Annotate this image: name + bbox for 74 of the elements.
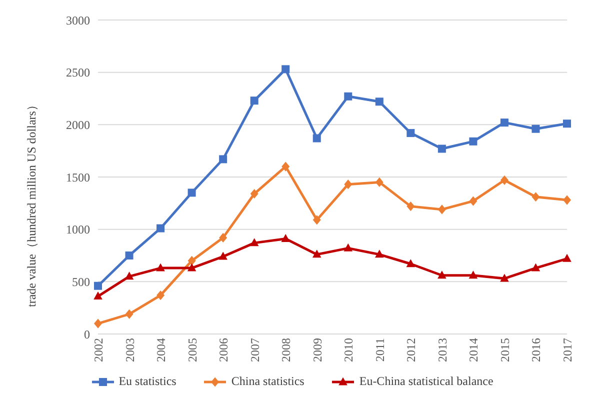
x-tick-label: 2012	[404, 338, 418, 362]
point	[375, 250, 384, 258]
point	[468, 270, 478, 279]
point	[406, 202, 415, 212]
point	[469, 196, 478, 206]
point	[531, 263, 540, 272]
point	[344, 180, 352, 190]
x-tick-label: 2007	[248, 338, 262, 362]
x-tick-label: 2014	[466, 338, 481, 362]
y-tick-label: 500	[72, 274, 90, 289]
point	[406, 129, 415, 138]
point	[219, 232, 228, 243]
point	[250, 96, 258, 105]
point	[375, 177, 384, 188]
x-tick-label: 2002	[92, 338, 106, 362]
point	[218, 252, 228, 260]
point	[375, 98, 384, 106]
point	[406, 259, 416, 268]
point	[500, 274, 509, 282]
y-tick-label: 3000	[66, 13, 90, 28]
point	[563, 120, 571, 128]
y-axis-title: trade value（hundred million US dollars）	[24, 99, 38, 307]
y-tick-label: 2000	[66, 118, 90, 132]
x-tick-label: 2008	[279, 338, 294, 362]
point	[438, 204, 446, 214]
point	[312, 250, 322, 258]
point	[282, 162, 290, 172]
point	[156, 290, 165, 300]
point	[532, 192, 540, 202]
point	[438, 270, 446, 279]
point	[563, 195, 571, 205]
x-tick-label: 2016	[529, 338, 544, 362]
point	[156, 224, 165, 232]
point	[344, 92, 352, 100]
x-tick-label: 2015	[498, 338, 512, 362]
point	[469, 137, 478, 146]
y-tick-label: 0	[84, 327, 90, 342]
y-tick-label: 1000	[66, 222, 90, 237]
y-tick-label: 1500	[66, 170, 90, 184]
x-tick-label: 2004	[154, 338, 168, 362]
point	[438, 144, 446, 153]
point	[188, 256, 196, 266]
point	[500, 118, 508, 127]
point	[125, 309, 134, 319]
point	[562, 254, 572, 262]
point	[500, 175, 508, 185]
y-tick-label: 2500	[66, 66, 90, 80]
point	[312, 215, 321, 225]
point	[94, 282, 102, 290]
legend-label: China statistics	[231, 374, 304, 389]
point	[532, 124, 540, 133]
point	[344, 243, 353, 252]
point	[94, 318, 102, 328]
point	[187, 263, 196, 272]
point	[281, 234, 290, 242]
x-tick-label: 2006	[216, 338, 231, 362]
x-tick-label: 2009	[310, 338, 324, 362]
point	[219, 155, 228, 164]
legend-label: Eu statistics	[118, 374, 176, 389]
legend-label: Eu-China statistical balance	[359, 374, 494, 389]
point	[250, 188, 258, 199]
x-tick-label: 2005	[185, 338, 200, 362]
x-tick-label: 2011	[372, 338, 387, 362]
x-tick-label: 2003	[122, 338, 137, 362]
x-tick-label: 2013	[435, 338, 450, 362]
point	[312, 134, 321, 142]
point	[282, 65, 290, 74]
x-tick-label: 2010	[342, 338, 356, 362]
point	[188, 188, 196, 197]
point	[94, 292, 102, 300]
point	[156, 263, 165, 272]
x-tick-label: 2017	[560, 338, 575, 362]
point	[250, 238, 259, 246]
point	[125, 252, 134, 260]
